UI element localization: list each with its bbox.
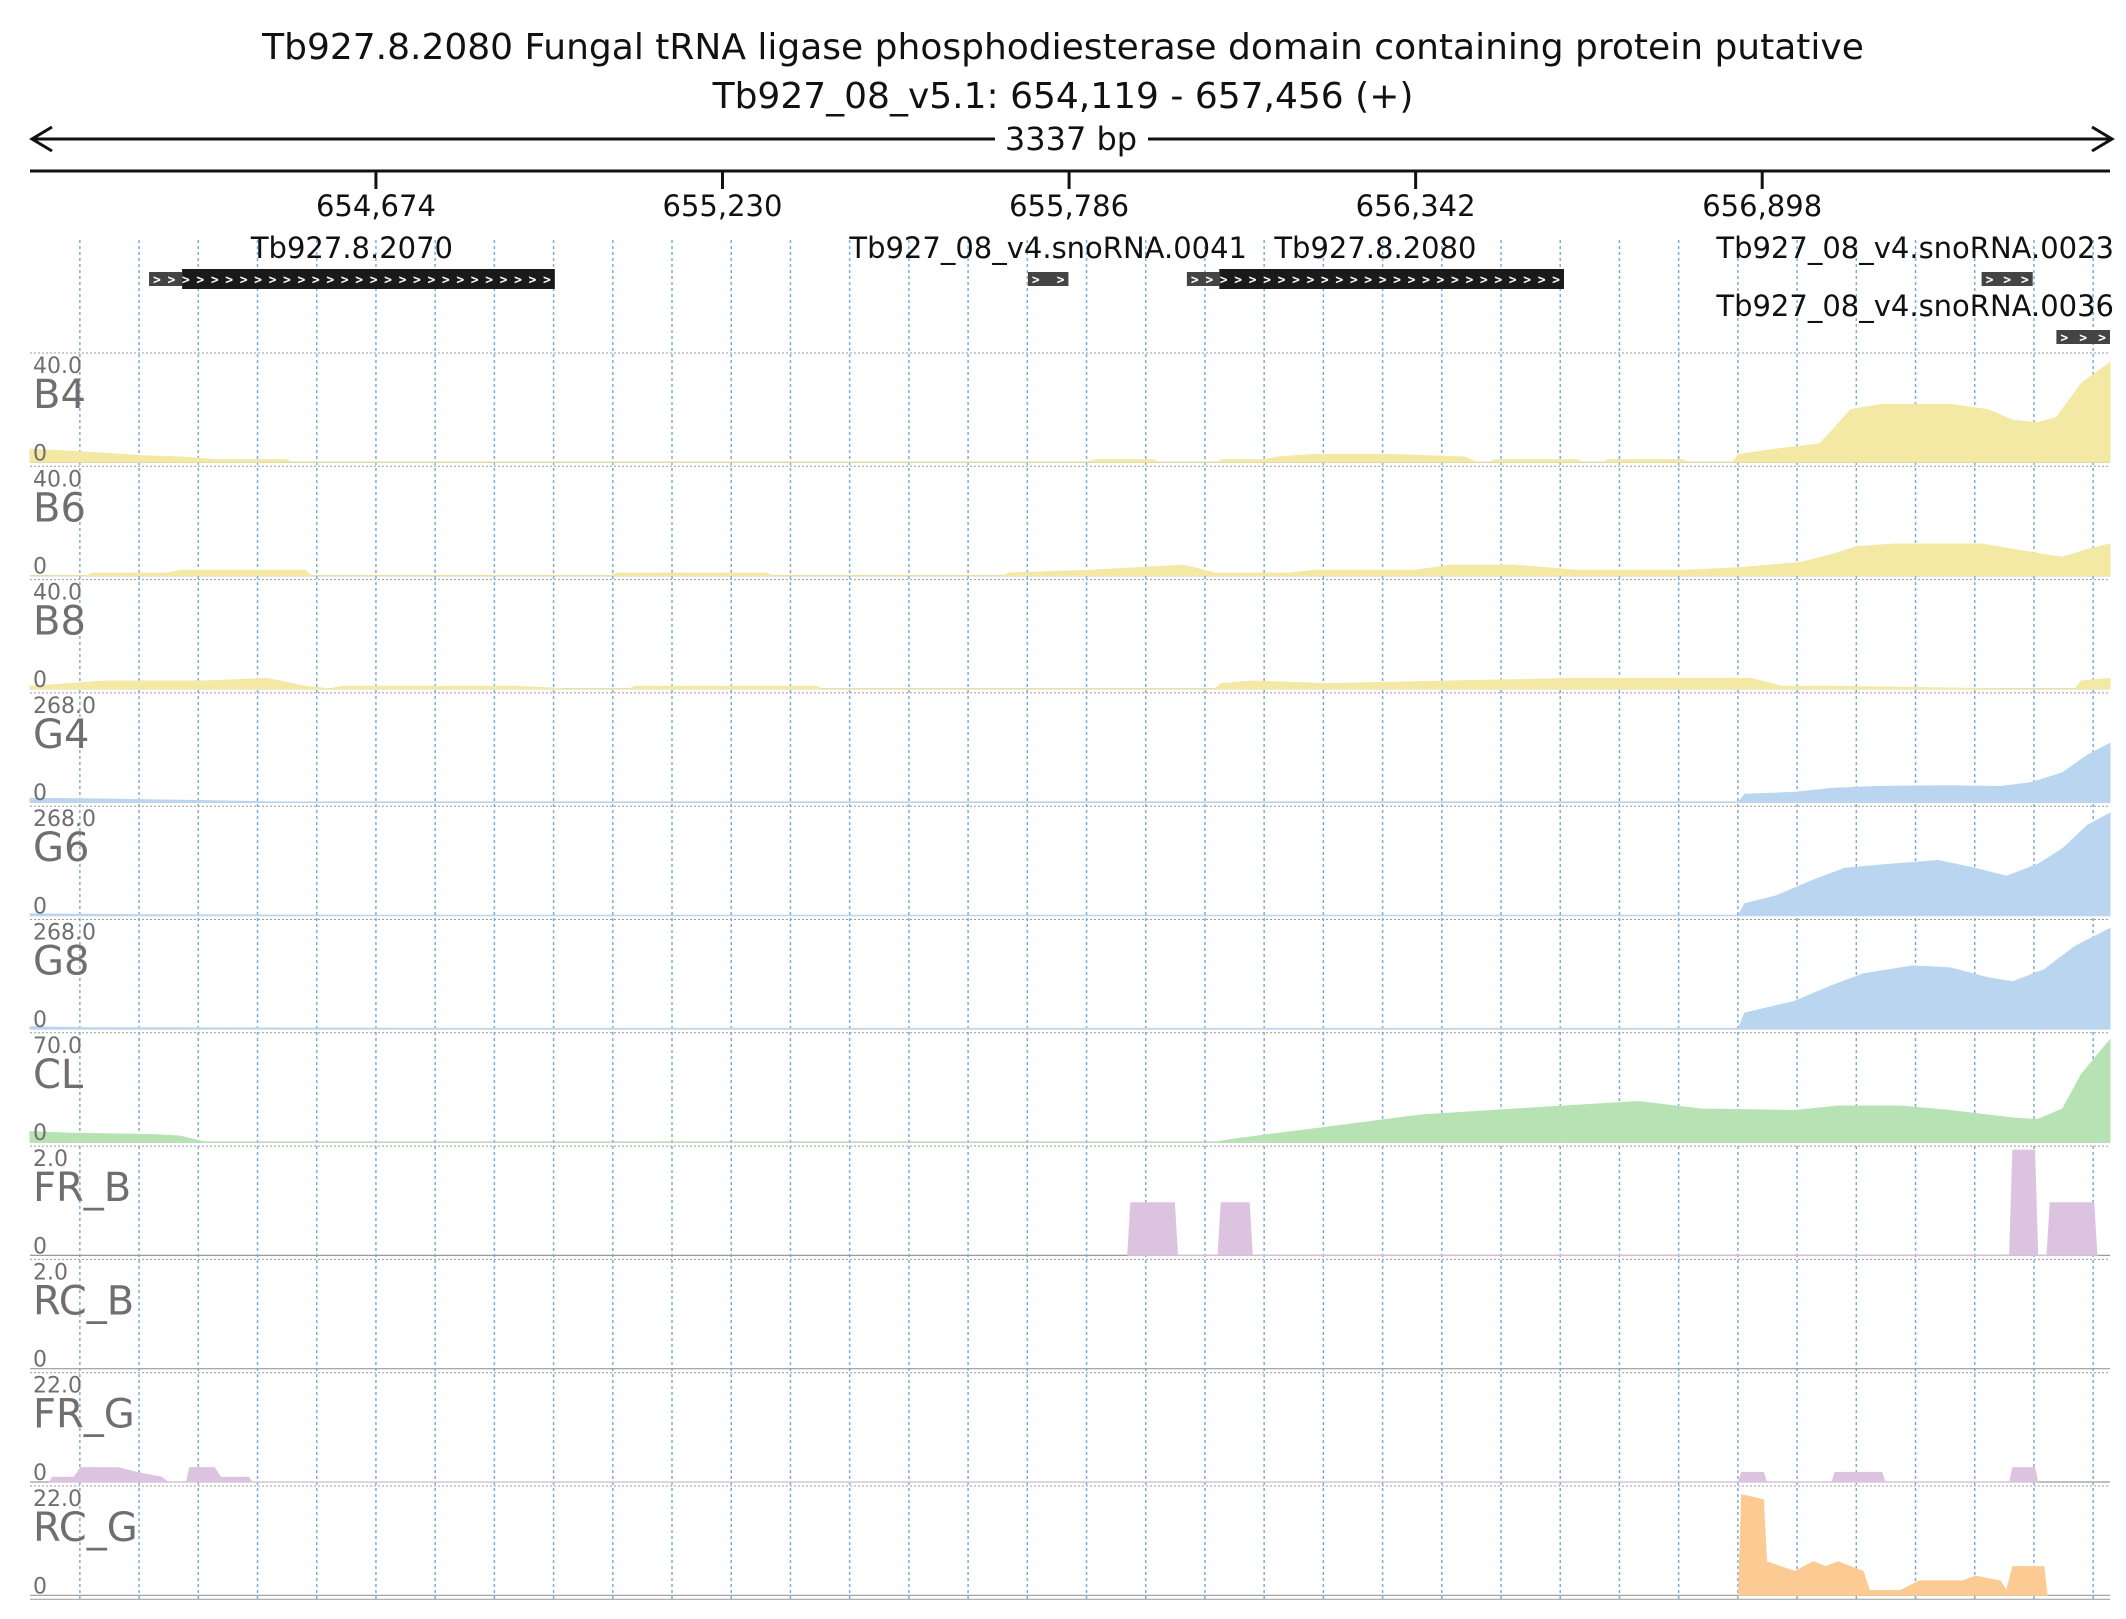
track-min-label: 0 xyxy=(33,1121,47,1146)
track-RC_B[interactable]: 2.0RC_B 0 xyxy=(30,1258,2110,1373)
feature-utr xyxy=(2056,330,2110,344)
feature-label: Tb927.8.2070 xyxy=(250,231,453,265)
track-name-label: G6 xyxy=(33,825,89,871)
track-name-label: B8 xyxy=(33,599,86,645)
feature-label: Tb927_08_v4.snoRNA.0041 xyxy=(848,231,1247,265)
track-max-label: 22.0 xyxy=(33,1487,82,1512)
track-name-label: B6 xyxy=(33,485,86,531)
track-B6[interactable]: 40.0B6 0 xyxy=(30,465,2111,580)
strand-chevron-icon: >>> xyxy=(2060,331,2106,346)
track-name-label: G4 xyxy=(33,712,89,758)
locus-coordinates: Tb927_08_v5.1: 654,119 - 657,456 (+) xyxy=(712,76,1414,117)
track-G6[interactable]: 268.0G6 0 xyxy=(29,805,2111,920)
feature-label: Tb927_08_v4.snoRNA.0023 xyxy=(1715,231,2114,265)
track-min-label: 0 xyxy=(33,895,47,920)
feature-utr xyxy=(1981,272,2033,286)
track-min-label: 0 xyxy=(33,1348,47,1373)
track-name-label: B4 xyxy=(33,372,86,418)
ruler-tick-label: 655,230 xyxy=(663,189,783,223)
feature-Tb927_08_v4.snoRNA.0023[interactable]: >>> Tb927_08_v4.snoRNA.0023 xyxy=(1715,231,2114,288)
feature-label: Tb927.8.2080 xyxy=(1273,231,1476,265)
ruler-tick-label: 655,786 xyxy=(1009,189,1129,223)
coverage-area-FR_B xyxy=(1127,1149,2098,1256)
track-max-label: 2.0 xyxy=(33,1260,68,1285)
track-G4[interactable]: 268.0G4 0 xyxy=(29,692,2111,806)
coverage-area-B4 xyxy=(29,361,2111,463)
track-B8[interactable]: 40.0B8 0 xyxy=(29,579,2111,693)
coordinate-ruler: 654,674 655,230 655,786 656,342 656,898 xyxy=(30,169,2110,223)
ruler-tick-label: 656,898 xyxy=(1702,189,1822,223)
span-arrow-left-icon xyxy=(29,125,53,153)
track-min-label: 0 xyxy=(33,668,47,693)
ruler-tick-label: 656,342 xyxy=(1356,189,1476,223)
feature-Tb927_08_v4.snoRNA.0041[interactable]: >>Tb927_08_v4.snoRNA.0041 xyxy=(848,231,1247,288)
track-name-label: CL xyxy=(33,1052,84,1098)
track-FR_G[interactable]: 22.0FR_G 0 xyxy=(30,1372,2110,1486)
coverage-area-G4 xyxy=(29,742,2111,803)
span-indicator: 3337 bp xyxy=(29,120,2115,158)
track-B4[interactable]: 40.0B4 0 xyxy=(29,352,2111,466)
feature-cds xyxy=(182,269,555,289)
track-G8[interactable]: 268.0G8 0 xyxy=(29,919,2111,1033)
track-max-label: 70.0 xyxy=(33,1034,82,1059)
track-RC_G[interactable]: 22.0RC_G 0 xyxy=(30,1485,2110,1599)
span-arrow-right-icon xyxy=(2091,125,2115,153)
track-min-label: 0 xyxy=(33,781,47,806)
track-max-label: 268.0 xyxy=(33,921,96,946)
feature-utr xyxy=(149,272,183,286)
track-min-label: 0 xyxy=(33,555,47,580)
feature-Tb927.8.2070[interactable]: >>>>>>>>>>>>>>>>>>>>>>>>>>>>Tb927.8.2070 xyxy=(149,231,555,289)
coverage-area-CL xyxy=(29,1038,2111,1143)
ruler-tick-label: 654,674 xyxy=(316,189,436,223)
page-title: Tb927.8.2080 Fungal tRNA ligase phosphod… xyxy=(261,27,1864,68)
track-min-label: 0 xyxy=(33,441,47,466)
feature-utr xyxy=(1186,272,1220,286)
feature-cds xyxy=(1219,269,1564,289)
track-name-label: FR_G xyxy=(33,1392,135,1438)
track-max-label: 40.0 xyxy=(33,467,82,492)
track-max-label: 268.0 xyxy=(33,807,96,832)
coverage-area-G8 xyxy=(29,927,2111,1030)
coverage-area-B6 xyxy=(30,543,2111,577)
track-min-label: 0 xyxy=(33,1574,47,1599)
span-length-label: 3337 bp xyxy=(1005,120,1137,158)
track-name-label: G8 xyxy=(33,939,89,985)
track-name-label: RC_B xyxy=(33,1278,134,1324)
coverage-tracks: 40.0B4040.0B6040.0B80268.0G40268.0G60268… xyxy=(29,352,2111,1600)
track-max-label: 22.0 xyxy=(33,1374,82,1399)
track-min-label: 0 xyxy=(33,1234,47,1259)
coverage-area-B8 xyxy=(29,677,2111,690)
coverage-area-RC_G xyxy=(1737,1494,2048,1596)
feature-label: Tb927_08_v4.snoRNA.0036 xyxy=(1715,289,2114,323)
track-FR_B[interactable]: 2.0FR_B 0 xyxy=(30,1145,2110,1259)
track-min-label: 0 xyxy=(33,1461,47,1486)
feature-Tb927_08_v4.snoRNA.0036[interactable]: >>> Tb927_08_v4.snoRNA.0036 xyxy=(1715,289,2114,346)
coverage-area-G6 xyxy=(29,812,2111,916)
track-name-label: FR_B xyxy=(33,1165,131,1211)
feature-utr xyxy=(1027,272,1069,286)
track-max-label: 40.0 xyxy=(33,581,82,606)
feature-Tb927.8.2080[interactable]: >>>>>>>>>>>>>>>>>>>>>>>>>>Tb927.8.2080 xyxy=(1186,231,1564,289)
coverage-area-FR_G xyxy=(48,1467,2039,1483)
track-max-label: 2.0 xyxy=(33,1147,68,1172)
track-max-label: 40.0 xyxy=(33,354,82,379)
track-max-label: 268.0 xyxy=(33,694,96,719)
track-name-label: RC_G xyxy=(33,1505,138,1551)
feature-track: >>>>>>>>>>>>>>>>>>>>>>>>>>>>Tb927.8.2070… xyxy=(149,231,2114,346)
strand-chevron-icon: >>> xyxy=(1986,273,2029,288)
track-CL[interactable]: 70.0CL 0 xyxy=(29,1032,2111,1146)
track-min-label: 0 xyxy=(33,1008,47,1033)
